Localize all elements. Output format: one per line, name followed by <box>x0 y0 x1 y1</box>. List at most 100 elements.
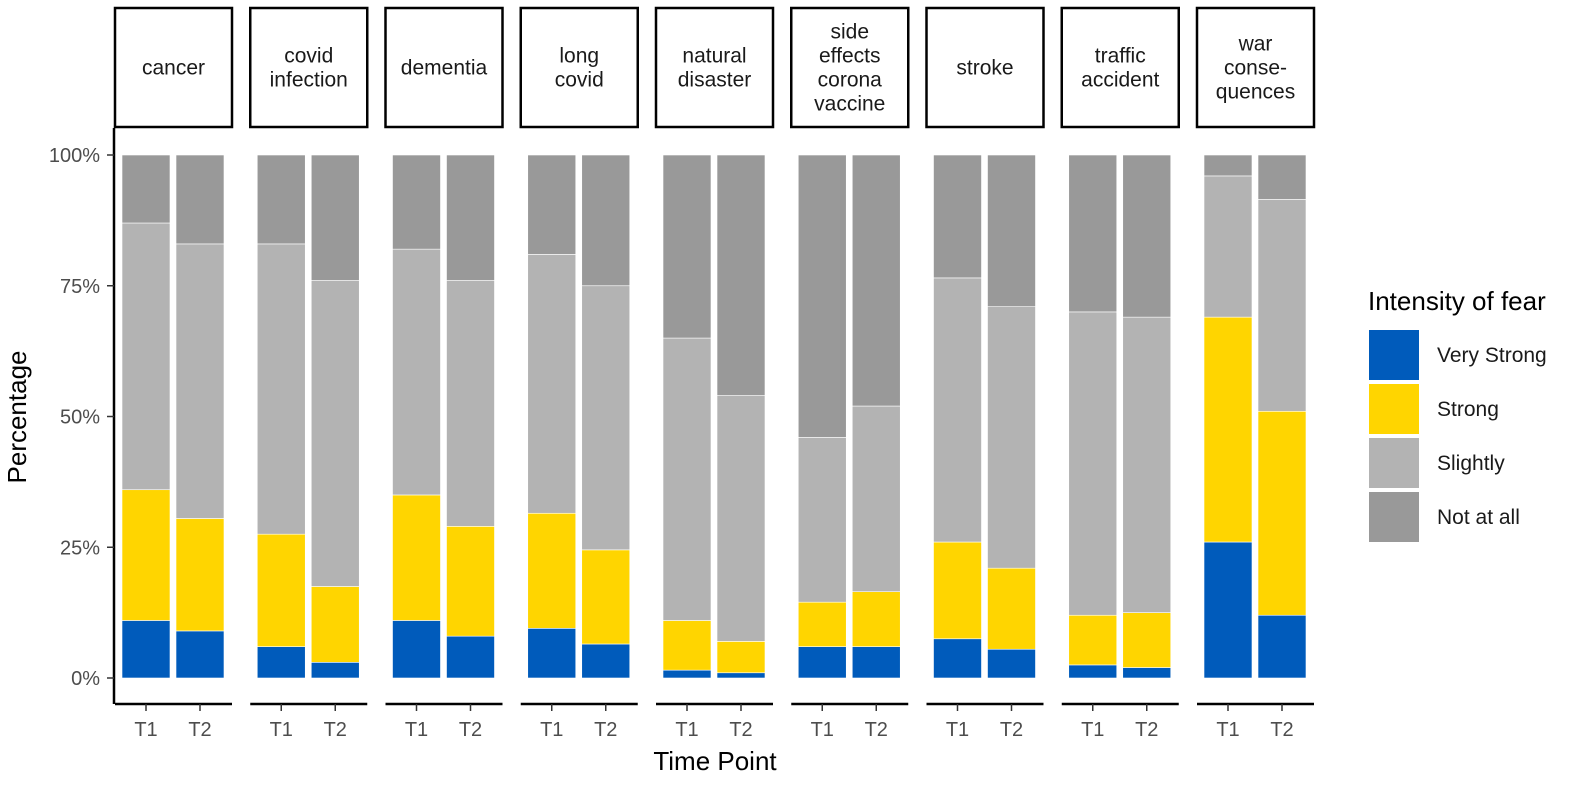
bar-segment-slightly <box>797 437 847 603</box>
bar-segment-very-strong <box>175 630 225 679</box>
bar-segment-slightly <box>581 285 631 551</box>
bar-segment-slightly <box>1203 175 1253 318</box>
y-tick-label: 0% <box>71 668 100 690</box>
bar-segment-not-at-all <box>1122 154 1172 318</box>
x-tick-label: T2 <box>1270 719 1293 741</box>
x-tick-label: T2 <box>459 719 482 741</box>
bar-segment-slightly <box>716 395 766 642</box>
bar-segment-slightly <box>987 306 1036 569</box>
facet-strip-label: traffic <box>1095 45 1146 68</box>
legend-label: Strong <box>1437 398 1499 421</box>
bar-segment-slightly <box>933 277 982 543</box>
bar-segment-strong <box>987 567 1036 650</box>
bar-segment-not-at-all <box>581 154 631 287</box>
facet-strip-label: covid <box>555 69 604 92</box>
x-tick-label: T1 <box>1081 719 1104 741</box>
bar-segment-strong <box>851 591 901 647</box>
bar-segment-slightly <box>121 222 171 491</box>
bar-segment-strong <box>392 494 441 621</box>
bar-segment-not-at-all <box>851 154 901 407</box>
bar-segment-not-at-all <box>933 154 982 279</box>
facet-strip <box>249 6 369 129</box>
x-tick-label: T1 <box>134 719 157 741</box>
bar-segment-strong <box>1203 316 1253 543</box>
bar-segment-slightly <box>310 280 360 587</box>
legend: Intensity of fear Very Strong Strong Sligh… <box>1368 286 1547 542</box>
y-tick-label: 100% <box>49 145 100 167</box>
bar-segment-slightly <box>446 280 495 527</box>
bar-segment-strong <box>933 541 982 640</box>
bar-segment-strong <box>1122 612 1172 668</box>
bar-segment-not-at-all <box>310 154 360 281</box>
facet-strip <box>1195 6 1316 129</box>
bar-segment-very-strong <box>527 628 577 679</box>
bar-segment-strong <box>662 620 712 671</box>
legend-key <box>1369 438 1419 488</box>
bar-segment-slightly <box>662 337 712 621</box>
bar-segment-very-strong <box>581 643 631 679</box>
y-axis: 0% 25% 50% 75% 100% <box>49 128 116 704</box>
facet-strip-label: covid <box>284 45 333 68</box>
bar-segment-very-strong <box>1203 541 1253 679</box>
facet-strip <box>654 6 775 129</box>
x-tick-label: T2 <box>865 719 888 741</box>
x-tick-label: T2 <box>1000 719 1023 741</box>
bar-segment-very-strong <box>716 672 766 679</box>
bar-segment-very-strong <box>987 648 1036 679</box>
facet-strip-label: conse- <box>1224 57 1287 80</box>
facet-strip-label: cancer <box>142 57 205 80</box>
bar-segment-slightly <box>175 243 225 519</box>
y-tick-label: 25% <box>60 537 100 559</box>
legend-label: Not at all <box>1437 506 1520 529</box>
bar-segment-slightly <box>1068 311 1118 616</box>
bar-segment-not-at-all <box>175 154 225 245</box>
bar-segment-slightly <box>1122 316 1172 613</box>
facet-strip-label: vaccine <box>814 93 885 116</box>
bar-segment-not-at-all <box>987 154 1036 307</box>
x-tick-label: T1 <box>540 719 563 741</box>
facet-strip-label: quences <box>1216 81 1295 104</box>
bar-segment-very-strong <box>662 669 712 679</box>
y-tick-label: 75% <box>60 276 100 298</box>
bar-segment-not-at-all <box>527 154 577 255</box>
bar-segment-strong <box>527 512 577 629</box>
bar-segment-not-at-all <box>392 154 441 250</box>
bar-segment-slightly <box>851 405 901 593</box>
bar-segment-strong <box>175 518 225 632</box>
facet-strip-label: war <box>1238 33 1273 56</box>
legend-key <box>1369 492 1419 542</box>
bar-segment-not-at-all <box>1257 154 1307 200</box>
x-tick-label: T1 <box>405 719 428 741</box>
facet-strip-label: dementia <box>401 57 488 80</box>
x-tick-label: T1 <box>946 719 969 741</box>
bar-segment-strong <box>310 586 360 663</box>
facet-strip-label: long <box>559 45 599 68</box>
x-tick-label: T2 <box>729 719 752 741</box>
bar-segment-not-at-all <box>256 154 306 245</box>
y-axis-title: Percentage <box>2 351 32 484</box>
bar-segment-very-strong <box>851 646 901 679</box>
bar-segment-not-at-all <box>1068 154 1118 313</box>
bar-segment-strong <box>581 549 631 645</box>
bar-segment-very-strong <box>392 620 441 679</box>
legend-title: Intensity of fear <box>1368 286 1546 316</box>
bar-segment-slightly <box>527 254 577 514</box>
bar-segment-very-strong <box>121 620 171 679</box>
bar-segment-slightly <box>1257 199 1307 412</box>
x-tick-label: T1 <box>270 719 293 741</box>
bar-segment-strong <box>121 489 171 621</box>
bar-segment-strong <box>256 533 306 647</box>
facet-strip-label: natural <box>682 45 746 68</box>
facet-strip-label: infection <box>270 69 348 92</box>
bar-segment-not-at-all <box>1203 154 1253 177</box>
bar-segment-strong <box>1257 410 1307 616</box>
bar-segment-very-strong <box>1068 664 1118 679</box>
x-tick-label: T1 <box>1216 719 1239 741</box>
bar-segment-not-at-all <box>121 154 171 224</box>
